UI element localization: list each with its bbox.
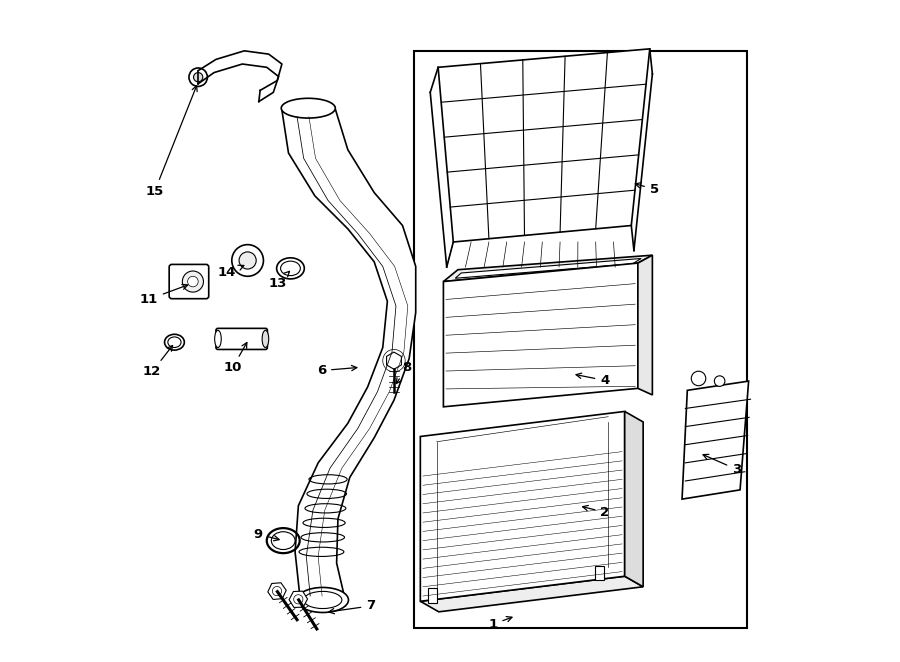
FancyBboxPatch shape — [216, 328, 267, 350]
Polygon shape — [386, 352, 401, 369]
Polygon shape — [444, 263, 638, 407]
Text: 2: 2 — [582, 505, 609, 519]
Text: 7: 7 — [328, 599, 375, 614]
Circle shape — [183, 271, 203, 292]
Polygon shape — [420, 411, 625, 601]
Circle shape — [189, 68, 207, 87]
Polygon shape — [268, 583, 286, 600]
Bar — [428, 588, 436, 602]
Ellipse shape — [281, 98, 336, 118]
Circle shape — [715, 376, 724, 387]
Text: 4: 4 — [576, 373, 609, 387]
Polygon shape — [638, 255, 652, 395]
Polygon shape — [455, 258, 641, 278]
Polygon shape — [625, 411, 643, 587]
Ellipse shape — [215, 330, 221, 348]
Text: 13: 13 — [268, 271, 290, 290]
Circle shape — [194, 73, 202, 82]
Text: 3: 3 — [703, 454, 742, 476]
Circle shape — [187, 276, 198, 287]
FancyBboxPatch shape — [169, 264, 209, 299]
Ellipse shape — [262, 330, 269, 348]
Text: 12: 12 — [143, 346, 173, 379]
Circle shape — [239, 252, 256, 269]
Text: 1: 1 — [489, 616, 512, 631]
Polygon shape — [444, 255, 652, 281]
Circle shape — [691, 371, 706, 386]
Text: 8: 8 — [396, 361, 412, 383]
Circle shape — [232, 245, 264, 276]
Text: 9: 9 — [253, 528, 279, 541]
Text: 5: 5 — [635, 183, 659, 196]
Text: 6: 6 — [317, 364, 356, 377]
Ellipse shape — [297, 587, 348, 612]
Polygon shape — [438, 49, 650, 242]
Polygon shape — [282, 107, 416, 602]
Polygon shape — [289, 591, 308, 608]
Bar — [414, 51, 747, 628]
Bar — [595, 566, 604, 580]
Text: 15: 15 — [146, 85, 197, 198]
Text: 14: 14 — [218, 265, 244, 279]
Polygon shape — [420, 576, 644, 612]
Polygon shape — [682, 381, 749, 499]
Text: 10: 10 — [223, 342, 247, 375]
Text: 11: 11 — [140, 285, 188, 306]
Ellipse shape — [276, 258, 304, 279]
